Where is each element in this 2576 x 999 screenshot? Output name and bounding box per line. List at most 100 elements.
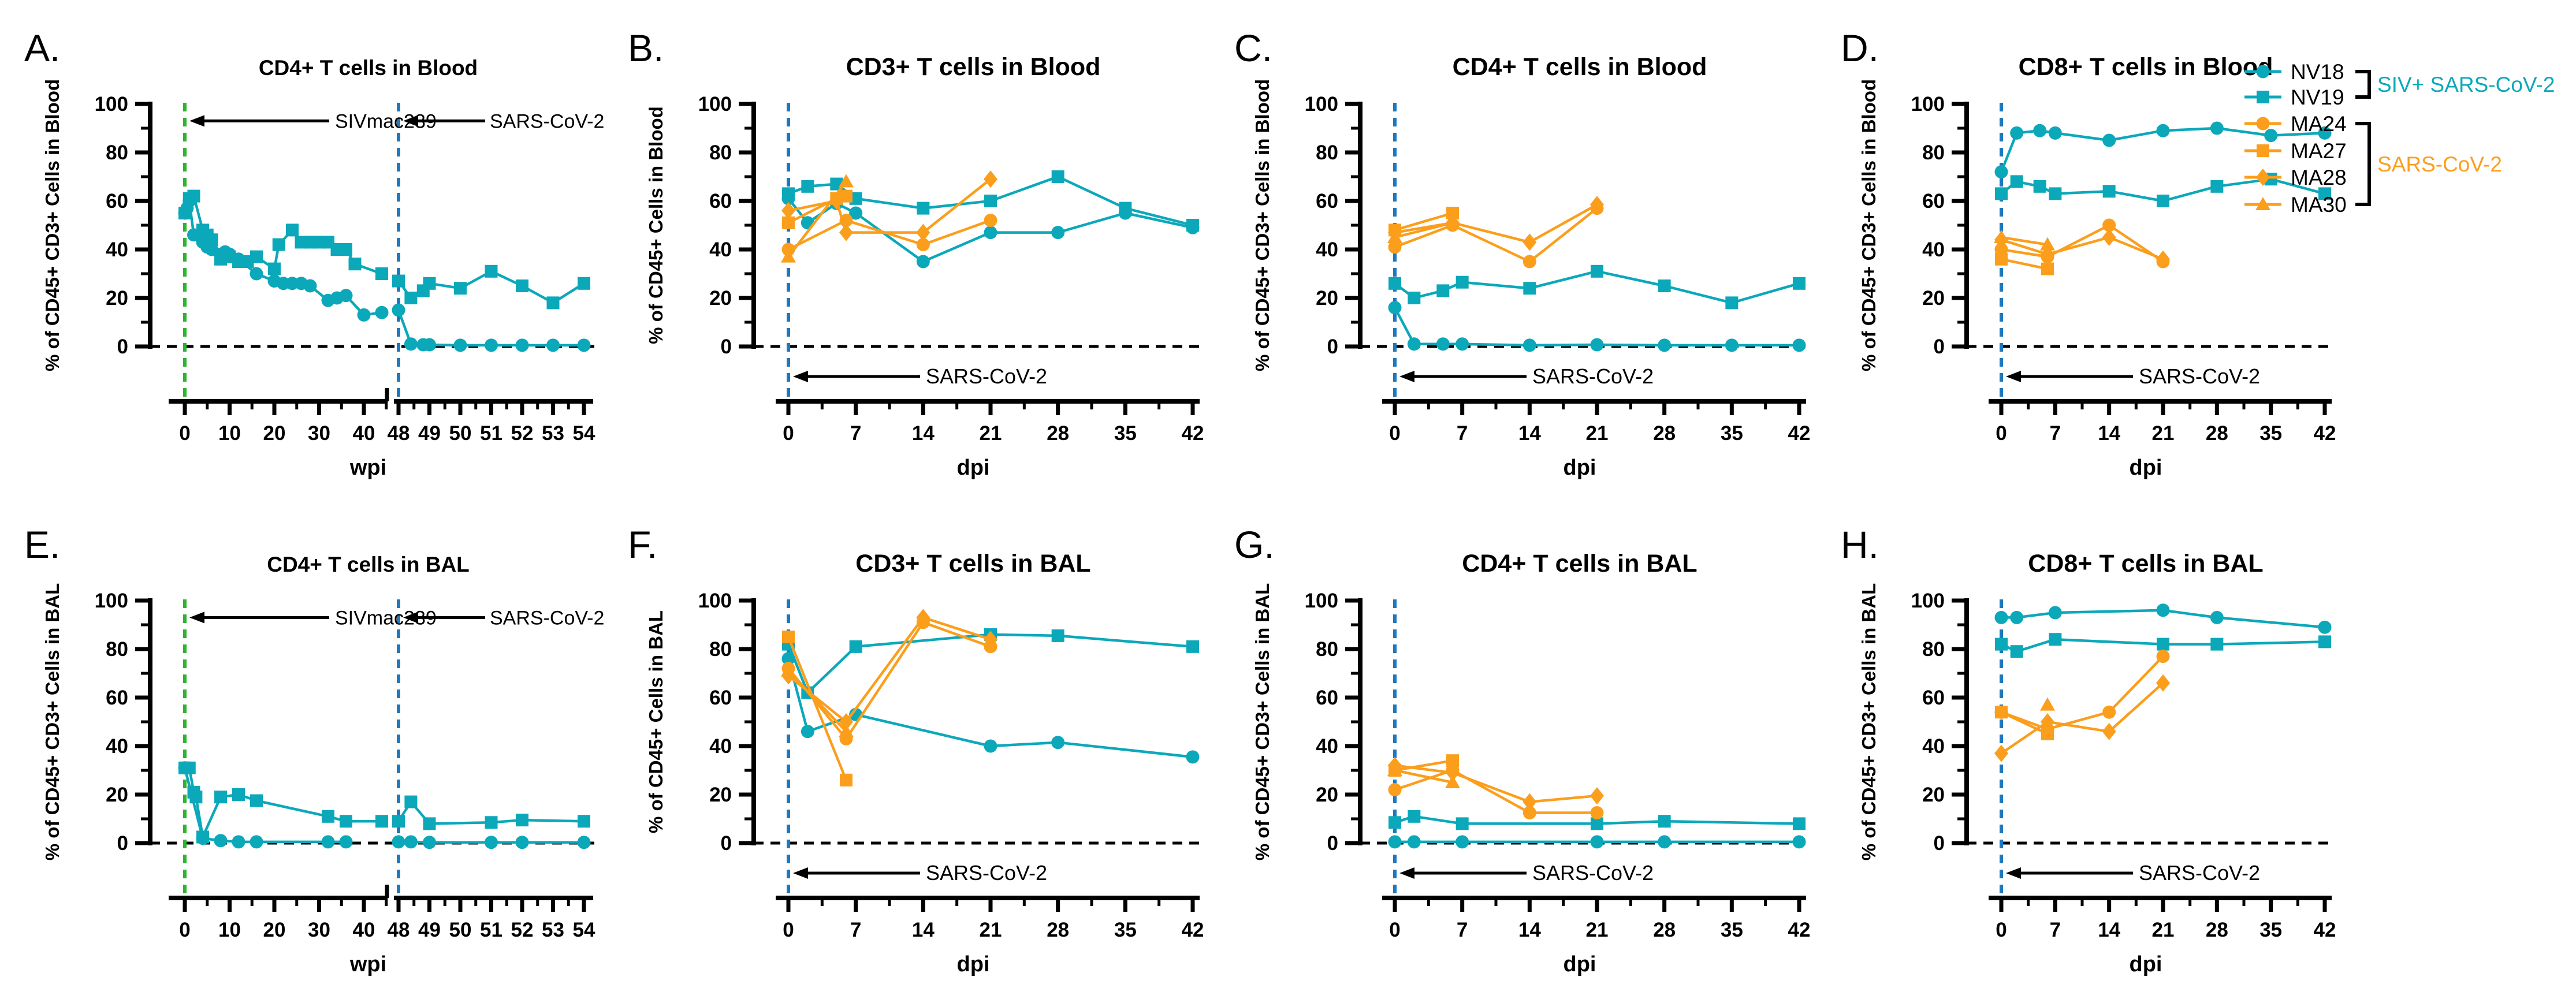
y-tick-label: 20 <box>106 784 128 806</box>
x-tick-label: 42 <box>1182 422 1204 445</box>
data-point-NV19 <box>2033 180 2046 193</box>
data-point-MA30 <box>1387 763 1402 776</box>
data-point-MA28 <box>1522 793 1537 811</box>
annotation-sarscov2: SARS-CoV-2 <box>2139 861 2260 885</box>
legend-item-label-MA27: MA27 <box>2291 139 2347 163</box>
data-point-NV19 <box>340 815 352 828</box>
x-tick-label: 0 <box>1996 422 2007 445</box>
data-point-NV18 <box>916 255 930 269</box>
data-point-NV18 <box>339 835 353 849</box>
data-point-NV19 <box>1408 292 1421 304</box>
data-point-NV19 <box>2318 635 2331 648</box>
data-point-MA28 <box>2041 713 2054 730</box>
panel-G-letter: G. <box>1234 523 1275 566</box>
x-tick-label: 28 <box>2206 422 2228 445</box>
data-point-NV19 <box>516 279 528 292</box>
data-point-NV19 <box>2210 638 2224 651</box>
data-point-NV19 <box>2049 187 2062 200</box>
data-point-NV18 <box>392 835 405 849</box>
data-point-MA24 <box>1388 240 1402 254</box>
data-point-NV19 <box>2049 633 2062 646</box>
data-point-NV19 <box>1658 815 1671 828</box>
panel-A-letter: A. <box>24 27 60 69</box>
data-point-NV19 <box>782 187 795 200</box>
legend-item-label-MA24: MA24 <box>2291 112 2347 136</box>
annotation-sarscov2: SARS-CoV-2 <box>926 861 1047 885</box>
data-point-NV19 <box>849 192 862 205</box>
panel-C-chart: C. CD4+ T cells in Blood % of CD45+ CD3+ C… <box>1234 27 1810 480</box>
data-point-NV19 <box>196 830 209 844</box>
x-tick-label: 42 <box>2314 422 2336 445</box>
data-point-MA28 <box>2156 674 2170 692</box>
data-point-NV19 <box>1658 279 1671 292</box>
data-point-MA28 <box>916 223 930 241</box>
data-point-MA28 <box>1446 764 1460 782</box>
data-point-NV18 <box>485 836 498 849</box>
y-tick-label: 20 <box>1316 784 1338 806</box>
x-tick-label: 7 <box>850 422 861 445</box>
data-point-NV19 <box>187 189 200 203</box>
panel-C-title: CD4+ T cells in Blood <box>1453 53 1707 81</box>
data-point-NV18 <box>1186 750 1200 764</box>
x-axis-label: dpi <box>957 952 990 976</box>
panel-E: E. CD4+ T cells in BAL % of CD45+ CD3+ Cel… <box>17 502 618 999</box>
panel-B-letter: B. <box>628 27 664 69</box>
data-point-MA28 <box>2102 229 2116 246</box>
data-point-NV18 <box>2156 124 2170 137</box>
y-tick-label: 0 <box>117 832 128 855</box>
panel-A-title: CD4+ T cells in Blood <box>259 56 478 80</box>
x-tick-label: 21 <box>980 919 1002 941</box>
y-tick-label: 0 <box>721 336 732 358</box>
y-tick-label: 40 <box>1922 238 1945 261</box>
data-point-NV18 <box>214 834 228 848</box>
series-line-MA28 <box>2001 236 2164 260</box>
panel-C-ylabel: % of CD45+ CD3+ Cells in Blood <box>1252 79 1273 371</box>
data-point-NV18 <box>453 338 467 352</box>
data-point-NV18 <box>2048 606 2062 620</box>
x-tick-label: 14 <box>1518 422 1541 445</box>
x-axis-label: wpi <box>349 456 386 480</box>
series-line-MA24 <box>1394 769 1597 814</box>
legend-diamond-icon-MA28 <box>2256 169 2270 186</box>
data-point-NV18 <box>1407 337 1421 351</box>
x-tick-label: 21 <box>1586 422 1609 445</box>
data-point-NV18 <box>2318 126 2332 140</box>
panel-G: G. CD4+ T cells in BAL % of CD45+ CD3+ Cel… <box>1227 502 1828 999</box>
data-point-MA28 <box>984 631 997 648</box>
series-line-MA28 <box>1394 203 1598 244</box>
data-point-NV19 <box>516 814 528 827</box>
y-tick-label: 60 <box>1316 190 1338 213</box>
x-tick-label: 35 <box>2259 422 2282 445</box>
y-tick-label: 20 <box>1922 784 1945 806</box>
data-point-NV18 <box>1455 835 1469 849</box>
data-point-NV18 <box>357 308 371 322</box>
data-point-MA24 <box>1522 806 1536 819</box>
x-tick-label: 28 <box>2206 919 2228 941</box>
data-point-NV19 <box>1995 187 2008 200</box>
data-point-NV18 <box>2156 603 2170 617</box>
data-point-MA28 <box>781 202 795 219</box>
data-point-NV18 <box>1051 226 1065 240</box>
x-tick-label: 0 <box>783 919 794 941</box>
x-tick-label: 35 <box>1721 422 1743 445</box>
y-tick-label: 100 <box>1911 590 1945 612</box>
y-tick-label: 100 <box>698 93 732 115</box>
data-point-NV19 <box>1186 219 1199 232</box>
legend-group-label-0: SIV+ SARS-CoV-2 <box>2377 73 2555 96</box>
data-point-NV19 <box>423 277 436 290</box>
x-tick-label: 35 <box>1721 919 1743 941</box>
data-point-MA28 <box>984 170 997 188</box>
data-point-NV18 <box>577 836 591 849</box>
data-point-NV18 <box>1792 835 1806 849</box>
data-point-NV19 <box>1051 629 1064 642</box>
x-tick-label: 42 <box>1788 919 1811 941</box>
series-line-MA27 <box>2001 711 2048 736</box>
y-tick-label: 40 <box>1316 238 1338 261</box>
annotation-arrow-sarscov2-head <box>403 115 418 127</box>
y-tick-label: 100 <box>1305 93 1338 115</box>
data-point-NV19 <box>1793 817 1806 830</box>
y-tick-label: 80 <box>106 638 128 661</box>
data-point-MA30 <box>1445 215 1460 229</box>
x-tick-label: 7 <box>2050 422 2061 445</box>
data-point-NV19 <box>322 810 334 823</box>
